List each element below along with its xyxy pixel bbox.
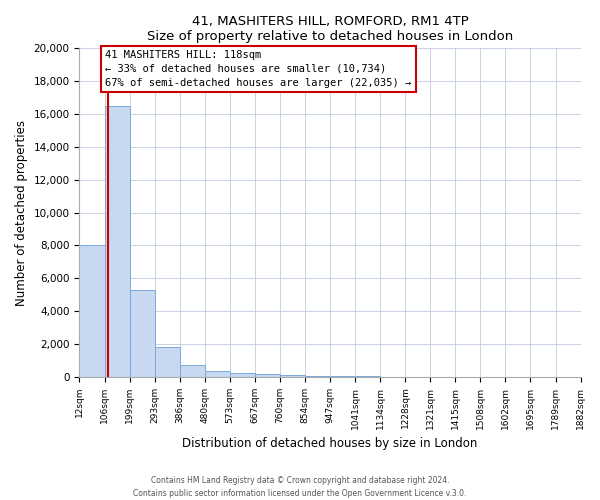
Bar	[280, 375, 305, 377]
Text: Contains HM Land Registry data © Crown copyright and database right 2024.
Contai: Contains HM Land Registry data © Crown c…	[133, 476, 467, 498]
Title: 41, MASHITERS HILL, ROMFORD, RM1 4TP
Size of property relative to detached house: 41, MASHITERS HILL, ROMFORD, RM1 4TP Siz…	[147, 15, 513, 43]
Bar	[305, 376, 330, 377]
Bar	[205, 371, 230, 377]
Bar	[179, 366, 205, 377]
Y-axis label: Number of detached properties: Number of detached properties	[15, 120, 28, 306]
Bar	[104, 106, 130, 377]
Bar	[255, 374, 280, 377]
Bar	[155, 348, 179, 377]
Bar	[230, 372, 255, 377]
Bar	[79, 244, 104, 377]
Text: 41 MASHITERS HILL: 118sqm
← 33% of detached houses are smaller (10,734)
67% of s: 41 MASHITERS HILL: 118sqm ← 33% of detac…	[106, 50, 412, 88]
X-axis label: Distribution of detached houses by size in London: Distribution of detached houses by size …	[182, 437, 478, 450]
Bar	[130, 290, 155, 377]
